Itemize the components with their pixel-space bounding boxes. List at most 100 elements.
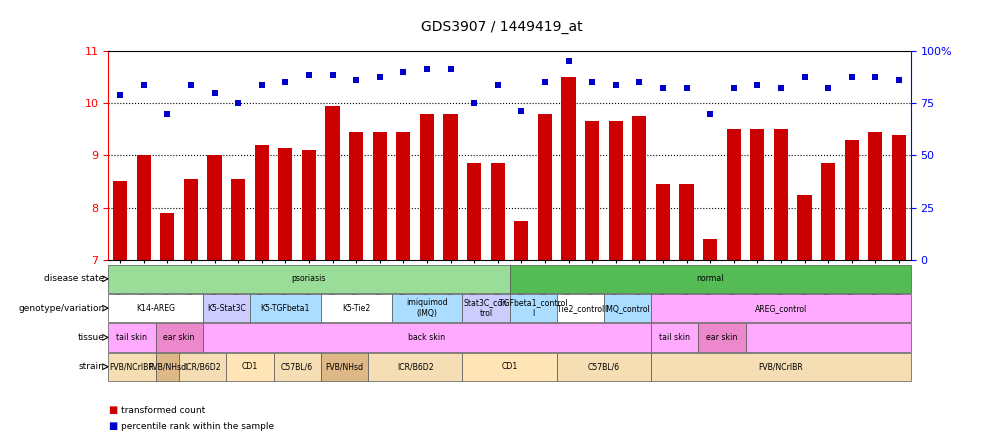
Point <box>112 92 128 99</box>
Text: transformed count: transformed count <box>121 406 205 415</box>
Text: percentile rank within the sample: percentile rank within the sample <box>121 422 275 431</box>
Point <box>442 66 458 73</box>
Bar <box>136 155 150 260</box>
Point <box>630 79 646 86</box>
Text: normal: normal <box>695 274 723 283</box>
Bar <box>584 122 598 260</box>
Text: tail skin: tail skin <box>658 333 689 342</box>
Text: ■: ■ <box>108 405 117 415</box>
Text: ■: ■ <box>108 421 117 431</box>
Bar <box>537 114 551 260</box>
Point <box>677 84 693 91</box>
Bar <box>725 129 740 260</box>
Point <box>395 68 411 75</box>
Bar <box>443 114 457 260</box>
Bar <box>325 106 340 260</box>
Bar <box>160 213 174 260</box>
Bar <box>467 163 481 260</box>
Text: tissue: tissue <box>77 333 104 342</box>
Point <box>419 66 435 73</box>
Text: back skin: back skin <box>408 333 445 342</box>
Point <box>560 58 576 65</box>
Text: CD1: CD1 <box>241 362 258 371</box>
Text: tail skin: tail skin <box>116 333 147 342</box>
Bar <box>678 184 693 260</box>
Text: ear skin: ear skin <box>163 333 194 342</box>
Bar <box>183 179 197 260</box>
Point <box>748 81 765 88</box>
Bar <box>278 147 293 260</box>
Point <box>372 74 388 81</box>
Bar <box>821 163 835 260</box>
Text: K5-Stat3C: K5-Stat3C <box>206 304 245 313</box>
Bar <box>230 179 244 260</box>
Bar <box>396 132 410 260</box>
Text: AREG_control: AREG_control <box>755 304 807 313</box>
Text: strain: strain <box>78 362 104 371</box>
Point <box>325 71 341 78</box>
Text: Stat3C_con
trol: Stat3C_con trol <box>464 298 507 318</box>
Point <box>229 100 245 107</box>
Bar <box>207 155 221 260</box>
Bar <box>797 194 811 260</box>
Bar <box>608 122 622 260</box>
Text: imiquimod
(IMQ): imiquimod (IMQ) <box>406 298 447 318</box>
Text: IMQ_control: IMQ_control <box>604 304 649 313</box>
Text: ear skin: ear skin <box>705 333 736 342</box>
Bar <box>490 163 504 260</box>
Point <box>135 81 151 88</box>
Point <box>583 79 599 86</box>
Text: GDS3907 / 1449419_at: GDS3907 / 1449419_at <box>420 20 582 34</box>
Point <box>725 84 741 91</box>
Bar <box>631 116 645 260</box>
Bar <box>868 132 882 260</box>
Text: C57BL/6: C57BL/6 <box>587 362 619 371</box>
Bar <box>844 140 858 260</box>
Point <box>466 100 482 107</box>
Point <box>701 110 717 117</box>
Bar <box>749 129 764 260</box>
Text: K5-TGFbeta1: K5-TGFbeta1 <box>261 304 310 313</box>
Text: FVB/NCrIBR: FVB/NCrIBR <box>758 362 803 371</box>
Text: K14-AREG: K14-AREG <box>136 304 175 313</box>
Point <box>820 84 836 91</box>
Point <box>890 76 906 83</box>
Text: disease state: disease state <box>44 274 104 283</box>
Bar <box>702 239 716 260</box>
Bar <box>255 145 269 260</box>
Point <box>206 89 222 96</box>
Bar <box>420 114 434 260</box>
Point <box>277 79 293 86</box>
Text: K5-Tie2: K5-Tie2 <box>342 304 370 313</box>
Bar <box>373 132 387 260</box>
Bar <box>349 132 363 260</box>
Point <box>254 81 270 88</box>
Point <box>843 74 859 81</box>
Point <box>489 81 505 88</box>
Point <box>607 81 623 88</box>
Point <box>513 107 529 115</box>
Bar <box>113 182 127 260</box>
Text: genotype/variation: genotype/variation <box>18 304 104 313</box>
Bar <box>774 129 788 260</box>
Point <box>348 76 364 83</box>
Point <box>796 74 812 81</box>
Bar <box>891 135 905 260</box>
Point <box>182 81 198 88</box>
Text: ICR/B6D2: ICR/B6D2 <box>397 362 433 371</box>
Point <box>654 84 670 91</box>
Text: CD1: CD1 <box>501 362 517 371</box>
Text: FVB/NHsd: FVB/NHsd <box>148 362 186 371</box>
Text: FVB/NHsd: FVB/NHsd <box>325 362 363 371</box>
Point <box>867 74 883 81</box>
Bar <box>302 150 316 260</box>
Bar <box>655 184 669 260</box>
Text: FVB/NCrIBR: FVB/NCrIBR <box>109 362 154 371</box>
Text: C57BL/6: C57BL/6 <box>281 362 313 371</box>
Bar <box>561 77 575 260</box>
Text: TGFbeta1_control
l: TGFbeta1_control l <box>498 298 567 318</box>
Point <box>159 110 175 117</box>
Text: psoriasis: psoriasis <box>292 274 326 283</box>
Point <box>773 84 789 91</box>
Point <box>536 79 552 86</box>
